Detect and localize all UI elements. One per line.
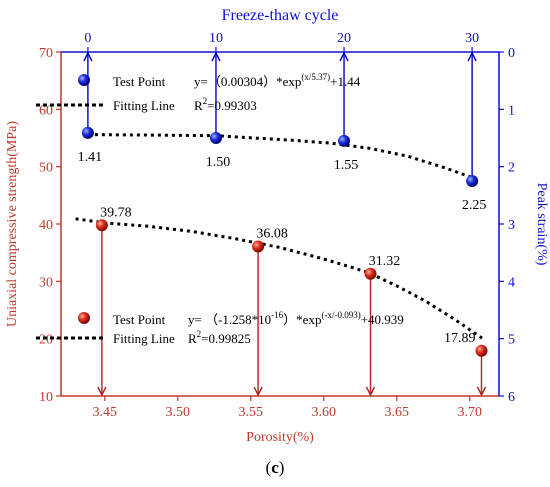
top-tick-label: 10	[209, 31, 223, 46]
left-tick-label: 10	[39, 390, 53, 405]
drop-arrow-peak-strain	[211, 51, 221, 62]
figure-caption: (c)	[266, 458, 285, 477]
legend-test-point-marker-blue	[78, 74, 90, 86]
test-points	[81, 126, 488, 357]
bottom-tick-label: 3.70	[458, 405, 483, 420]
top-tick-label: 0	[84, 31, 91, 46]
right-tick-label: 6	[508, 390, 515, 405]
legend-test-point-label-red: Test Point	[113, 312, 166, 327]
legend-r2-peak-strain: R2=0.99303	[194, 96, 257, 113]
right-tick-label: 5	[508, 333, 515, 348]
data-point-compressive-strength	[252, 240, 265, 253]
data-label-peak-strain: 1.50	[206, 155, 231, 170]
top-axis-ticks: 0 10 20 30	[84, 31, 479, 52]
legend-fitting-line-label-red: Fitting Line	[113, 331, 175, 346]
legend-test-point-marker-red	[78, 312, 90, 324]
legend-equation-peak-strain: y=（0.00304）*exp(x/5.37)+1.44	[194, 72, 361, 89]
bottom-tick-label: 3.65	[385, 405, 410, 420]
drop-arrow-compressive-strength	[253, 386, 263, 397]
data-point-peak-strain	[466, 175, 479, 187]
y-axis-title-left: Uniaxial compressive strength(MPa)	[5, 121, 20, 327]
drop-lines	[83, 51, 487, 397]
right-tick-label: 1	[508, 103, 515, 118]
legend-r2-compressive-strength: R2=0.99825	[188, 329, 251, 346]
legend-test-point-label-blue: Test Point	[113, 74, 166, 89]
left-tick-label: 70	[39, 46, 53, 61]
point-labels: 39.78 36.08 31.32 17.89 1.41 1.50 1.55 2.25	[78, 150, 487, 346]
drop-arrow-peak-strain	[83, 51, 93, 62]
y-axis-title-right: Peak strain(%)	[534, 183, 549, 266]
data-point-peak-strain	[81, 126, 94, 139]
right-tick-label: 0	[508, 46, 515, 61]
left-tick-label: 40	[39, 218, 53, 233]
data-label-peak-strain: 1.41	[78, 150, 103, 165]
x-axis-title-bottom: Porosity(%)	[246, 430, 314, 445]
data-label-compressive-strength: 36.08	[256, 226, 288, 241]
legend-peak-strain: Test Point Fitting Line y=（0.00304）*exp(…	[36, 72, 361, 113]
right-axis-ticks: 0 1 2 3 4 5 6	[499, 46, 515, 405]
legend-compressive-strength: Test Point Fitting Line y= （-1.258*10-16…	[36, 310, 404, 346]
bottom-tick-label: 3.50	[166, 405, 191, 420]
data-label-compressive-strength: 17.89	[444, 331, 476, 346]
top-tick-label: 30	[465, 31, 479, 46]
x-axis-title-top: Freeze-thaw cycle	[222, 7, 339, 24]
left-axis-ticks: 10 20 30 40 50 60 70	[39, 46, 61, 405]
left-tick-label: 50	[39, 161, 53, 176]
drop-arrow-compressive-strength	[476, 386, 487, 397]
legend-equation-compressive-strength: y= （-1.258*10-16）*exp(-x/-0.093)+40.939	[188, 310, 404, 327]
data-point-peak-strain	[209, 132, 222, 144]
bottom-tick-label: 3.45	[93, 405, 118, 420]
left-tick-label: 60	[39, 103, 53, 118]
right-tick-label: 2	[508, 161, 515, 176]
right-tick-label: 4	[508, 275, 515, 290]
top-tick-label: 20	[337, 31, 351, 46]
data-point-compressive-strength	[475, 344, 488, 357]
data-label-compressive-strength: 39.78	[100, 205, 132, 220]
bottom-axis-ticks: 3.45 3.50 3.55 3.60 3.65 3.70	[93, 396, 483, 420]
right-tick-label: 3	[508, 218, 515, 233]
fitting-lines	[75, 133, 486, 342]
fitting-line-peak-strain	[87, 133, 473, 180]
bottom-tick-label: 3.55	[239, 405, 264, 420]
bottom-tick-label: 3.60	[312, 405, 337, 420]
drop-arrow-peak-strain	[339, 51, 349, 62]
legend-fitting-line-label-blue: Fitting Line	[113, 98, 175, 113]
left-tick-label: 30	[39, 275, 53, 290]
data-label-peak-strain: 2.25	[462, 198, 487, 213]
data-point-compressive-strength	[364, 267, 377, 280]
data-point-compressive-strength	[95, 219, 108, 232]
drop-arrow-compressive-strength	[97, 386, 107, 397]
data-point-peak-strain	[338, 134, 351, 147]
data-label-compressive-strength: 31.32	[369, 254, 401, 269]
drop-arrow-compressive-strength	[365, 386, 376, 397]
data-label-peak-strain: 1.55	[334, 158, 359, 173]
drop-arrow-peak-strain	[467, 51, 477, 62]
left-tick-label: 20	[39, 333, 53, 348]
